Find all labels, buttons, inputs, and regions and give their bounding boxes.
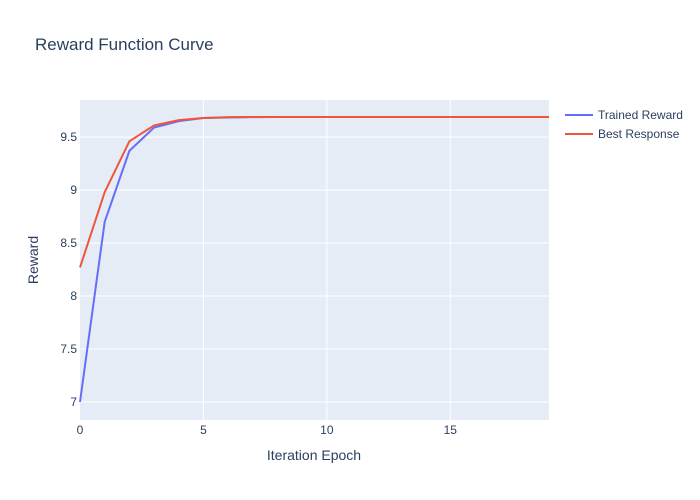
legend-item[interactable]: Best Response <box>565 127 680 141</box>
y-tick-label: 9 <box>70 183 77 197</box>
y-axis-ticks: 7 7.5 8 8.5 9 9.5 <box>60 130 77 409</box>
y-tick-label: 7.5 <box>60 342 77 356</box>
y-tick-label: 9.5 <box>60 130 77 144</box>
y-axis-label: Reward <box>25 236 41 284</box>
grid-lines <box>80 100 549 420</box>
x-axis-ticks: 0 5 10 15 <box>77 423 458 437</box>
x-tick-label: 5 <box>200 423 207 437</box>
x-axis-label: Iteration Epoch <box>267 447 361 463</box>
x-tick-label: 0 <box>77 423 84 437</box>
x-tick-label: 10 <box>320 423 334 437</box>
legend-item[interactable]: Trained Reward <box>565 108 683 122</box>
y-tick-label: 8.5 <box>60 236 77 250</box>
series-line <box>79 115 549 268</box>
legend[interactable]: Trained Reward Best Response <box>565 108 683 141</box>
y-tick-label: 8 <box>70 289 77 303</box>
plot-area <box>80 100 549 420</box>
legend-label: Trained Reward <box>598 108 683 122</box>
x-tick-label: 15 <box>444 423 458 437</box>
chart-title: Reward Function Curve <box>35 35 214 54</box>
legend-label: Best Response <box>598 127 680 141</box>
series-layer <box>79 115 549 403</box>
y-tick-label: 7 <box>70 395 77 409</box>
